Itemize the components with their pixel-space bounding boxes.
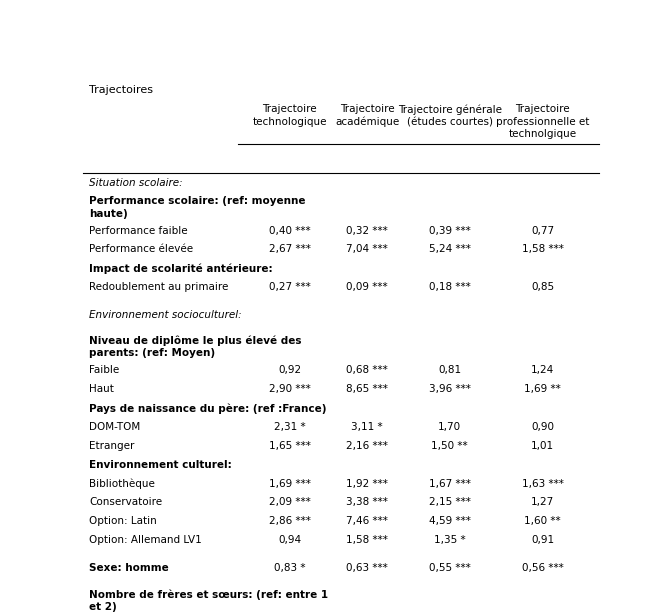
Text: 0,85: 0,85: [531, 282, 554, 292]
Text: 7,46 ***: 7,46 ***: [346, 516, 388, 527]
Text: Performance élevée: Performance élevée: [89, 245, 194, 254]
Text: DOM-TOM: DOM-TOM: [89, 422, 141, 432]
Text: 0,63 ***: 0,63 ***: [346, 563, 388, 573]
Text: Niveau de diplôme le plus élevé des: Niveau de diplôme le plus élevé des: [89, 336, 302, 346]
Text: 0,94: 0,94: [278, 535, 301, 545]
Text: 1,58 ***: 1,58 ***: [346, 535, 388, 545]
Text: Etranger: Etranger: [89, 441, 135, 451]
Text: 2,16 ***: 2,16 ***: [346, 441, 388, 451]
Text: Trajectoire
technologique: Trajectoire technologique: [252, 104, 327, 127]
Text: 1,01: 1,01: [531, 441, 554, 451]
Text: 1,92 ***: 1,92 ***: [346, 479, 388, 489]
Text: Option: Allemand LV1: Option: Allemand LV1: [89, 535, 202, 545]
Text: 4,59 ***: 4,59 ***: [429, 516, 471, 527]
Text: 1,70: 1,70: [438, 422, 462, 432]
Text: 0,81: 0,81: [438, 365, 462, 375]
Text: 1,65 ***: 1,65 ***: [269, 441, 310, 451]
Text: 0,83 *: 0,83 *: [274, 563, 306, 573]
Text: Option: Latin: Option: Latin: [89, 516, 157, 527]
Text: et 2): et 2): [89, 602, 117, 612]
Text: 0,18 ***: 0,18 ***: [429, 282, 471, 292]
Text: 2,90 ***: 2,90 ***: [269, 384, 310, 394]
Text: 2,31 *: 2,31 *: [274, 422, 306, 432]
Text: Impact de scolarité antérieure:: Impact de scolarité antérieure:: [89, 264, 273, 274]
Text: 1,24: 1,24: [531, 365, 554, 375]
Text: 1,27: 1,27: [531, 497, 554, 508]
Text: 0,91: 0,91: [531, 535, 554, 545]
Text: 0,40 ***: 0,40 ***: [269, 226, 310, 235]
Text: Faible: Faible: [89, 365, 120, 375]
Text: 3,11 *: 3,11 *: [352, 422, 383, 432]
Text: Performance scolaire: (ref: moyenne: Performance scolaire: (ref: moyenne: [89, 196, 306, 207]
Text: Trajectoire
professionnelle et
technolgique: Trajectoire professionnelle et technolgi…: [496, 104, 589, 139]
Text: Conservatoire: Conservatoire: [89, 497, 163, 508]
Text: Trajectoires: Trajectoires: [89, 85, 153, 96]
Text: 0,32 ***: 0,32 ***: [346, 226, 388, 235]
Text: Pays de naissance du père: (ref :France): Pays de naissance du père: (ref :France): [89, 403, 327, 414]
Text: Nombre de frères et sœurs: (ref: entre 1: Nombre de frères et sœurs: (ref: entre 1: [89, 590, 328, 601]
Text: 5,24 ***: 5,24 ***: [429, 245, 471, 254]
Text: 1,58 ***: 1,58 ***: [521, 245, 563, 254]
Text: 0,90: 0,90: [531, 422, 554, 432]
Text: 2,86 ***: 2,86 ***: [269, 516, 310, 527]
Text: Environnement culturel:: Environnement culturel:: [89, 460, 232, 470]
Text: 0,09 ***: 0,09 ***: [346, 282, 388, 292]
Text: Bibliothèque: Bibliothèque: [89, 479, 155, 489]
Text: haute): haute): [89, 208, 128, 219]
Text: 7,04 ***: 7,04 ***: [346, 245, 388, 254]
Text: Trajectoire
académique: Trajectoire académique: [335, 104, 399, 128]
Text: 8,65 ***: 8,65 ***: [346, 384, 388, 394]
Text: 1,35 *: 1,35 *: [434, 535, 466, 545]
Text: 1,63 ***: 1,63 ***: [521, 479, 563, 489]
Text: Trajectoire générale
(études courtes): Trajectoire générale (études courtes): [398, 104, 501, 127]
Text: Environnement socioculturel:: Environnement socioculturel:: [89, 310, 242, 319]
Text: 0,56 ***: 0,56 ***: [521, 563, 563, 573]
Text: parents: (ref: Moyen): parents: (ref: Moyen): [89, 348, 216, 358]
Text: 3,38 ***: 3,38 ***: [346, 497, 388, 508]
Text: 0,39 ***: 0,39 ***: [429, 226, 471, 235]
Text: Sexe: homme: Sexe: homme: [89, 563, 169, 573]
Text: Redoublement au primaire: Redoublement au primaire: [89, 282, 229, 292]
Text: Performance faible: Performance faible: [89, 226, 188, 235]
Text: 2,15 ***: 2,15 ***: [429, 497, 471, 508]
Text: Situation scolaire:: Situation scolaire:: [89, 178, 183, 188]
Text: 3,96 ***: 3,96 ***: [429, 384, 471, 394]
Text: 1,69 ***: 1,69 ***: [269, 479, 310, 489]
Text: 2,67 ***: 2,67 ***: [269, 245, 310, 254]
Text: 0,77: 0,77: [531, 226, 554, 235]
Text: 0,92: 0,92: [278, 365, 301, 375]
Text: 1,69 **: 1,69 **: [524, 384, 561, 394]
Text: 0,68 ***: 0,68 ***: [346, 365, 388, 375]
Text: 2,09 ***: 2,09 ***: [269, 497, 310, 508]
Text: 0,55 ***: 0,55 ***: [429, 563, 471, 573]
Text: 1,67 ***: 1,67 ***: [429, 479, 471, 489]
Text: 1,50 **: 1,50 **: [432, 441, 468, 451]
Text: 1,60 **: 1,60 **: [524, 516, 561, 527]
Text: 0,27 ***: 0,27 ***: [269, 282, 310, 292]
Text: Haut: Haut: [89, 384, 115, 394]
